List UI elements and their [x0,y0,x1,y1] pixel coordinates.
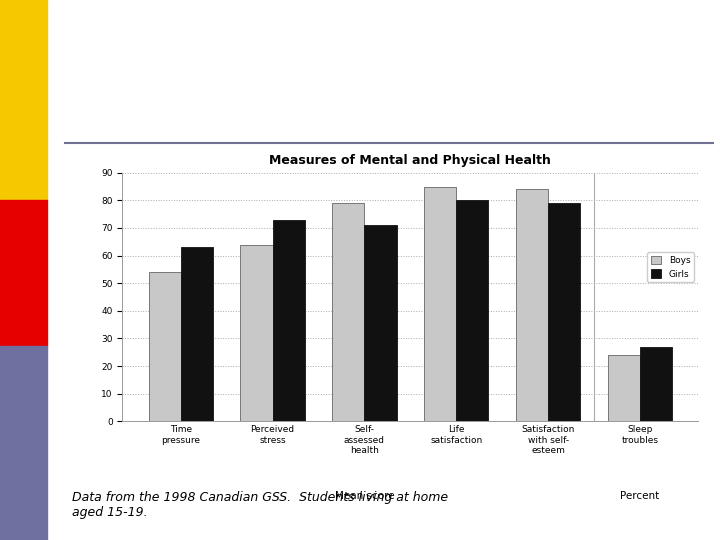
Title: Measures of Mental and Physical Health: Measures of Mental and Physical Health [269,154,552,167]
Bar [548,203,580,421]
Text: Percent: Percent [621,491,660,501]
Text: Mean score: Mean score [335,491,395,501]
Bar [516,190,548,421]
Bar [181,247,213,421]
Bar [273,220,305,421]
Bar [608,355,640,421]
Bar [364,225,397,421]
Bar [148,272,181,421]
Bar [333,203,364,421]
Bar [240,245,273,421]
Bar [424,187,456,421]
Bar [640,347,672,421]
Text: Data from the 1998 Canadian GSS.  Students living at home
aged 15-19.: Data from the 1998 Canadian GSS. Student… [72,491,448,519]
Legend: Boys, Girls: Boys, Girls [647,252,694,282]
Bar [456,200,488,421]
